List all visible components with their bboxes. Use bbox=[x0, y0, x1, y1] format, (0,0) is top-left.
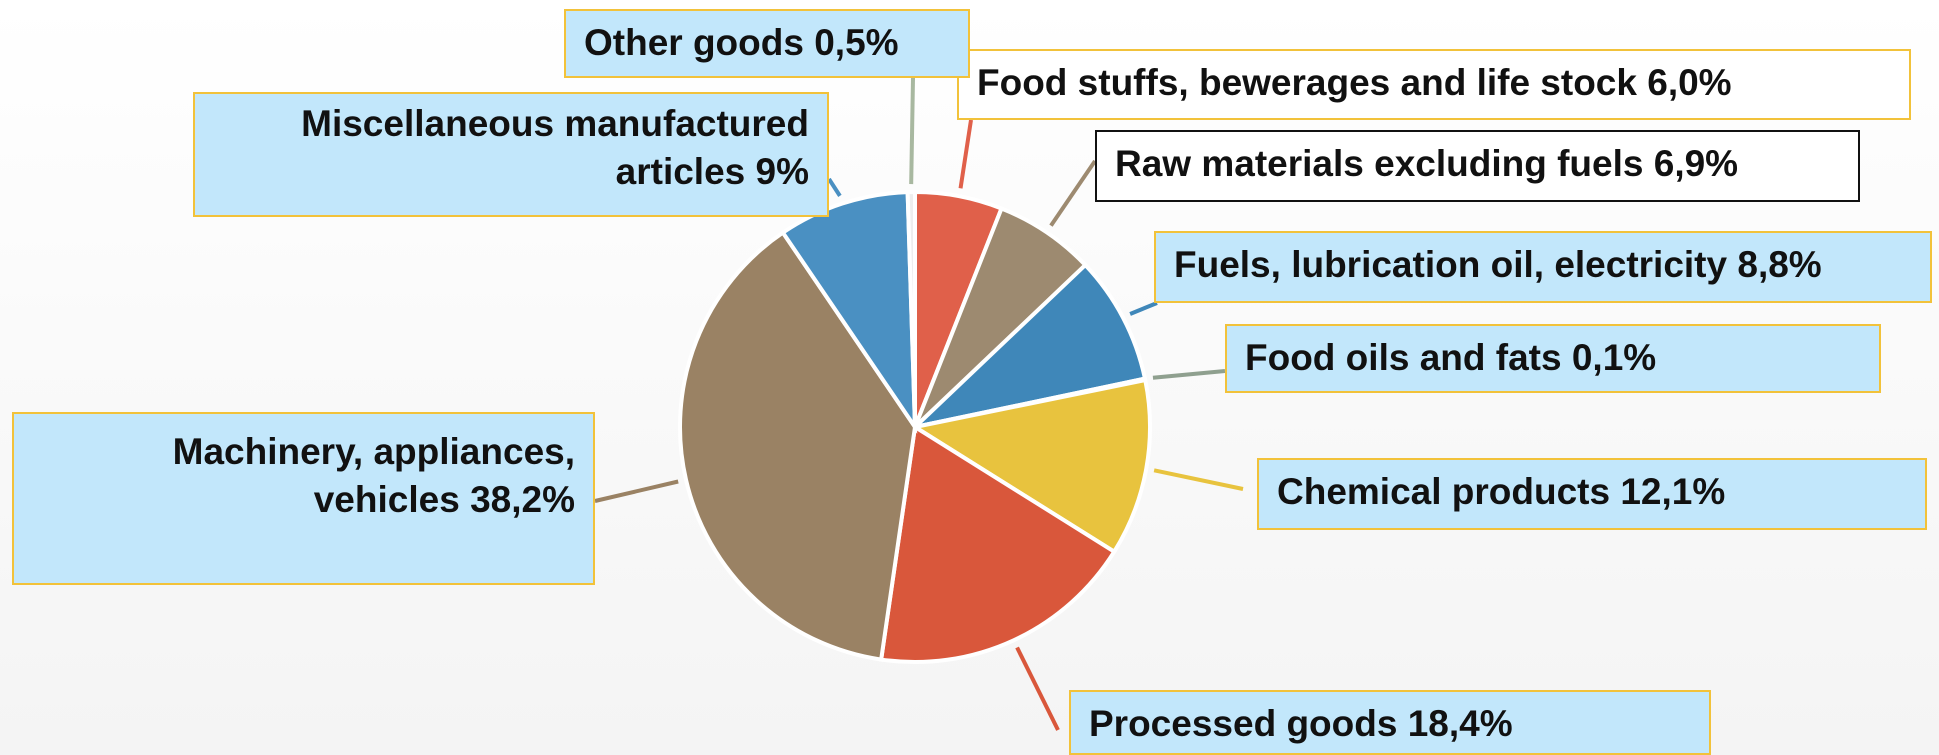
pie-slice bbox=[678, 229, 918, 662]
category-name: Raw materials excluding fuels bbox=[1115, 143, 1644, 184]
category-name: Chemical products bbox=[1277, 471, 1611, 512]
category-name: Machinery, appliances, vehicles bbox=[172, 431, 575, 520]
leader-line bbox=[958, 119, 973, 189]
category-name: Processed goods bbox=[1089, 703, 1398, 744]
leader-line bbox=[594, 479, 679, 503]
slice-label: Miscellaneous manufactured articles 9% bbox=[193, 92, 829, 217]
category-name: Fuels, lubrication oil, electricity bbox=[1174, 244, 1728, 285]
category-name: Miscellaneous manufactured articles bbox=[301, 103, 809, 192]
pie-slice bbox=[908, 262, 1148, 431]
pie-slice bbox=[780, 190, 918, 434]
slice-label: Processed goods 18,4% bbox=[1069, 690, 1711, 755]
pie-slice bbox=[878, 423, 1117, 664]
leader-line bbox=[1015, 646, 1060, 731]
leader-line bbox=[1129, 301, 1158, 316]
value-label: 6,0% bbox=[1647, 62, 1732, 103]
leader-line bbox=[909, 77, 915, 185]
leader-line bbox=[1153, 468, 1244, 491]
slice-label: Food stuffs, bewerages and life stock 6,… bbox=[957, 49, 1911, 120]
value-label: 6,9% bbox=[1653, 143, 1739, 184]
value-label: 18,4% bbox=[1407, 703, 1513, 744]
value-label: 0,1% bbox=[1571, 337, 1657, 378]
category-name: Food oils and fats bbox=[1245, 337, 1562, 378]
slice-label: Chemical products 12,1% bbox=[1257, 458, 1927, 530]
pie-slice bbox=[905, 189, 917, 428]
slice-label: Food oils and fats 0,1% bbox=[1225, 324, 1881, 393]
slice-label: Fuels, lubrication oil, electricity 8,8% bbox=[1154, 231, 1932, 303]
slice-label: Raw materials excluding fuels 6,9% bbox=[1095, 130, 1860, 202]
category-name: Food stuffs, bewerages and life stock bbox=[977, 62, 1637, 103]
slice-label: Machinery, appliances, vehicles 38,2% bbox=[12, 412, 595, 585]
value-label: 8,8% bbox=[1737, 244, 1822, 285]
value-label: 9% bbox=[755, 151, 809, 192]
slice-label: Other goods 0,5% bbox=[564, 9, 970, 78]
leader-line bbox=[1152, 369, 1226, 380]
leader-line bbox=[1049, 159, 1097, 227]
pie-slice bbox=[909, 377, 1152, 555]
value-label: 0,5% bbox=[814, 22, 899, 63]
leader-line bbox=[827, 177, 842, 197]
category-name: Other goods bbox=[584, 22, 804, 63]
value-label: 12,1% bbox=[1620, 471, 1726, 512]
value-label: 38,2% bbox=[470, 479, 575, 520]
